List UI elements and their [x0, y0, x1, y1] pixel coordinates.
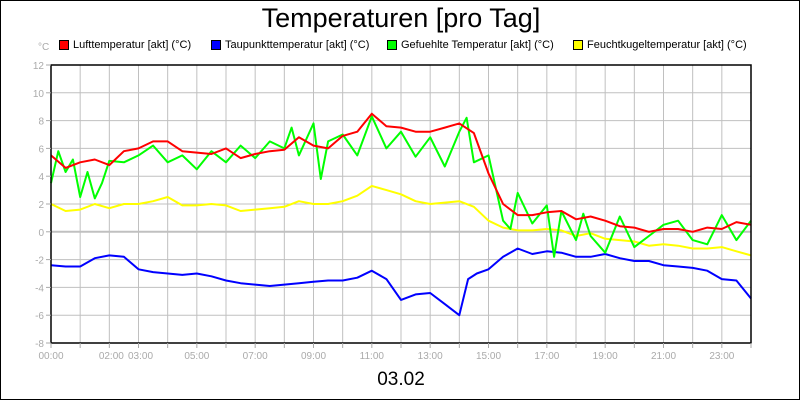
y-tick-label: 6 [38, 144, 44, 155]
legend-swatch-red-icon [59, 40, 69, 50]
legend-label: Feuchtkugeltemperatur [akt] (°C) [587, 39, 747, 51]
y-tick-label: 8 [38, 117, 44, 128]
series-line [50, 112, 752, 233]
legend-item-lufttemperatur: Lufttemperatur [akt] (°C) [59, 39, 191, 51]
legend-swatch-yellow-icon [573, 40, 583, 50]
legend-label: Lufttemperatur [akt] (°C) [73, 39, 192, 51]
x-tick-label: 11:00 [360, 351, 385, 362]
y-tick-label: -2 [35, 256, 44, 267]
legend-item-taupunkttemperatur: Taupunkttemperatur [akt] (°C) [211, 39, 369, 51]
y-tick-label: -6 [35, 311, 44, 322]
y-tick-label: 2 [38, 200, 44, 211]
x-tick-label: 09:00 [301, 351, 326, 362]
legend-item-gefuehlte-temperatur: Gefuehlte Temperatur [akt] (°C) [387, 39, 554, 51]
series-line [50, 184, 752, 257]
x-tick-label: 19:00 [593, 351, 618, 362]
x-tick-label: 23:00 [709, 351, 734, 362]
x-tick-label: 07:00 [243, 351, 268, 362]
x-tick-label: 21:00 [651, 351, 676, 362]
y-tick-label: -8 [35, 339, 44, 350]
y-tick-label: -4 [35, 283, 44, 294]
y-tick-label: 12 [33, 61, 45, 72]
x-axis-ticks: 00:00 02:00 03:00 05:00 07:00 09:00 11:00 13:00… [38, 343, 752, 362]
x-tick-label: 05:00 [184, 351, 209, 362]
y-tick-label: 0 [38, 228, 44, 239]
series-line [50, 115, 752, 258]
legend-item-feuchtkugeltemperatur: Feuchtkugeltemperatur [akt] (°C) [573, 39, 747, 51]
data-series [50, 112, 752, 317]
series-line [50, 247, 752, 317]
y-axis-unit: °C [38, 42, 50, 53]
y-tick-label: 4 [38, 172, 44, 183]
x-tick-label: 02:00 [99, 351, 124, 362]
legend-label: Taupunkttemperatur [akt] (°C) [225, 39, 370, 51]
x-tick-label: 17:00 [534, 351, 559, 362]
x-tick-label: 13:00 [418, 351, 443, 362]
legend-label: Gefuehlte Temperatur [akt] (°C) [401, 39, 554, 51]
chart-title: Temperaturen [pro Tag] [261, 3, 541, 33]
grid-lines [51, 64, 751, 344]
legend-swatch-blue-icon [211, 40, 221, 50]
y-tick-label: 10 [33, 89, 45, 100]
x-tick-label: 15:00 [476, 351, 501, 362]
chart-date-label: 03.02 [377, 369, 425, 390]
x-tick-label: 00:00 [38, 351, 63, 362]
y-axis-ticks: 12 10 8 6 4 2 0 -2 -4 -6 -8 [33, 61, 51, 350]
x-tick-label: 03:00 [128, 351, 153, 362]
legend-swatch-green-icon [387, 40, 397, 50]
